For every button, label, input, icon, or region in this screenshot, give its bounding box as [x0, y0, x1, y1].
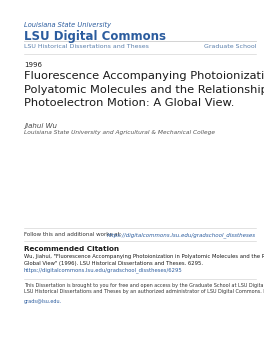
Text: LSU Digital Commons: LSU Digital Commons: [24, 30, 166, 43]
Text: Recommended Citation: Recommended Citation: [24, 246, 119, 252]
Text: Louisiana State University: Louisiana State University: [24, 22, 111, 28]
Text: LSU Historical Dissertations and Theses: LSU Historical Dissertations and Theses: [24, 44, 149, 49]
Text: grads@lsu.edu.: grads@lsu.edu.: [24, 299, 62, 304]
Text: Graduate School: Graduate School: [204, 44, 256, 49]
Text: Jiahui Wu: Jiahui Wu: [24, 123, 57, 129]
Text: 1996: 1996: [24, 62, 42, 68]
Text: Wu, Jiahui, "Fluorescence Accompanying Photoionization in Polyatomic Molecules a: Wu, Jiahui, "Fluorescence Accompanying P…: [24, 254, 264, 266]
Text: https://digitalcommons.lsu.edu/gradschool_disstheses: https://digitalcommons.lsu.edu/gradschoo…: [107, 232, 256, 238]
Text: Follow this and additional works at:: Follow this and additional works at:: [24, 232, 123, 237]
Text: Fluorescence Accompanying Photoionization in
Polyatomic Molecules and the Relati: Fluorescence Accompanying Photoionizatio…: [24, 71, 264, 108]
Text: https://digitalcommons.lsu.edu/gradschool_disstheses/6295: https://digitalcommons.lsu.edu/gradschoo…: [24, 267, 182, 273]
Text: This Dissertation is brought to you for free and open access by the Graduate Sch: This Dissertation is brought to you for …: [24, 283, 264, 294]
Text: Louisiana State University and Agricultural & Mechanical College: Louisiana State University and Agricultu…: [24, 130, 215, 135]
